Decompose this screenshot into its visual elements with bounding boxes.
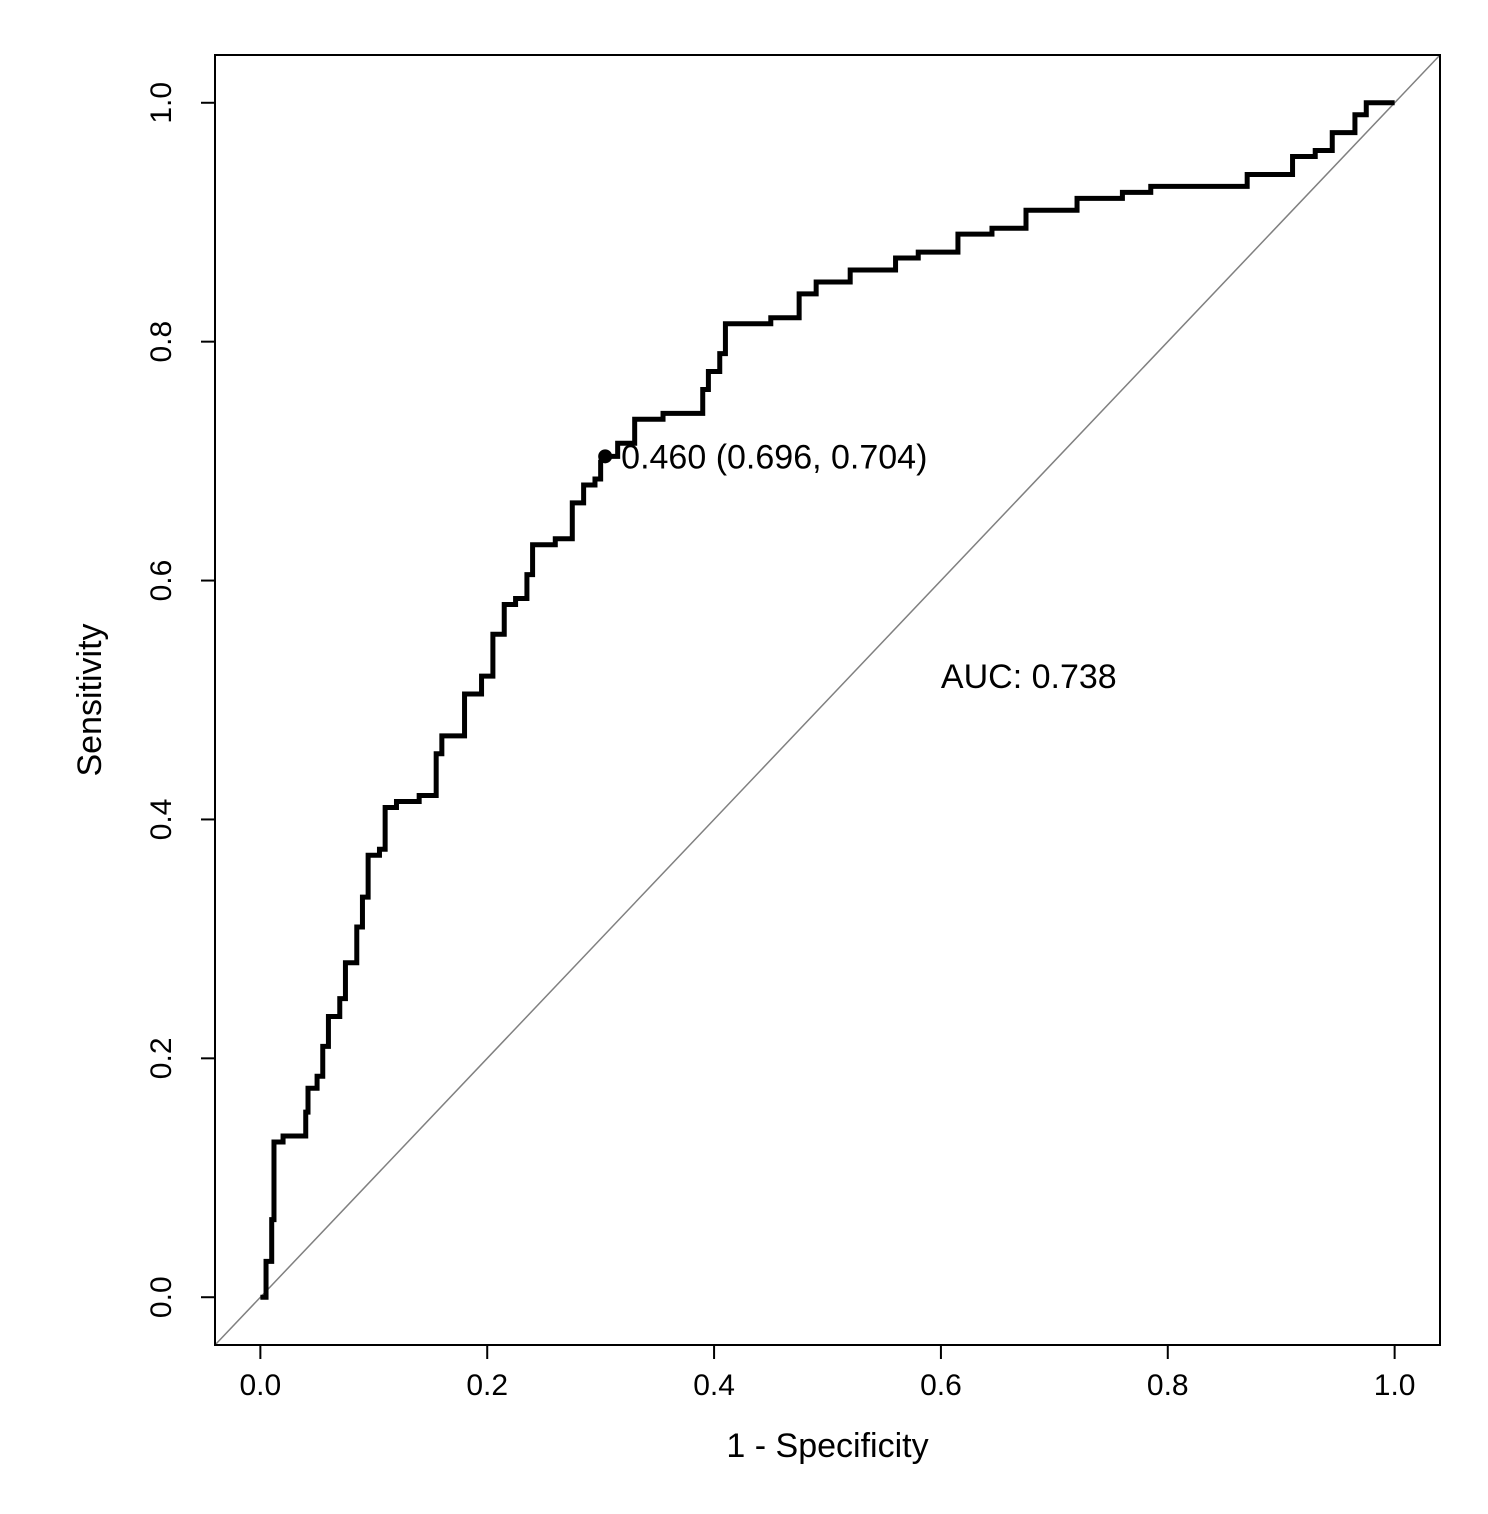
y-tick-label: 1.0 [145, 82, 178, 124]
x-tick-label: 1.0 [1374, 1369, 1416, 1402]
optimal-threshold-point [598, 449, 612, 463]
y-tick-label: 0.8 [145, 321, 178, 363]
x-tick-label: 0.4 [693, 1369, 735, 1402]
x-tick-label: 0.8 [1147, 1369, 1189, 1402]
optimal-threshold-label: 0.460 (0.696, 0.704) [621, 438, 927, 476]
x-tick-label: 0.0 [240, 1369, 282, 1402]
y-tick-label: 0.4 [145, 799, 178, 841]
x-tick-label: 0.2 [466, 1369, 508, 1402]
y-tick-label: 0.0 [145, 1276, 178, 1318]
x-tick-label: 0.6 [920, 1369, 962, 1402]
roc-chart: 0.460 (0.696, 0.704) AUC: 0.738 0.0 0.2 0.4 0… [0, 0, 1488, 1514]
y-axis-title: Sensitivity [71, 623, 109, 776]
x-axis-title: 1 - Specificity [726, 1427, 928, 1465]
auc-label: AUC: 0.738 [941, 658, 1117, 696]
y-tick-label: 0.6 [145, 560, 178, 602]
y-tick-label: 0.2 [145, 1037, 178, 1079]
